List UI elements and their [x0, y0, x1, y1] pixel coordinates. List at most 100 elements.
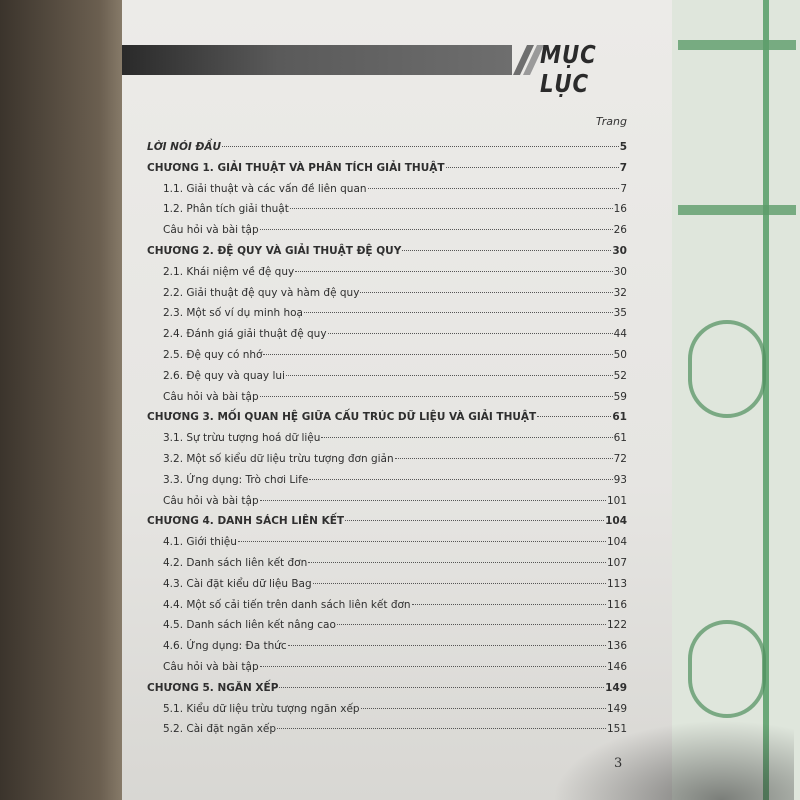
entry-page: 136 — [606, 640, 627, 653]
toc-section-entry: Câu hỏi và bài tập 26 — [147, 220, 627, 241]
entry-page: 30 — [613, 265, 627, 278]
page-column-label: Trang — [595, 115, 627, 128]
entry-title: 3.1. Sự trừu tượng hoá dữ liệu — [163, 432, 321, 445]
toc-chapter-entry: CHƯƠNG 2. ĐỆ QUY VÀ GIẢI THUẬT ĐỆ QUY 30 — [147, 241, 627, 262]
entry-title: 2.6. Đệ quy và quay lui — [163, 369, 285, 382]
entry-title: 5.2. Cài đặt ngăn xếp — [163, 723, 277, 736]
dot-leader — [360, 291, 613, 293]
dot-leader — [394, 457, 613, 459]
entry-page: 52 — [613, 369, 627, 382]
entry-page: 61 — [613, 432, 627, 445]
tablecloth-ornament — [688, 620, 766, 718]
dot-leader — [336, 624, 606, 626]
entry-title: 1.1. Giải thuật và các vấn đề liên quan — [163, 182, 367, 195]
toc-section-entry: 3.3. Ứng dụng: Trò chơi Life 93 — [147, 470, 627, 491]
entry-page: 61 — [612, 411, 627, 424]
entry-title: 4.3. Cài đặt kiểu dữ liệu Bag — [163, 577, 312, 590]
background-left — [0, 0, 125, 800]
dot-leader — [402, 249, 612, 251]
dot-leader — [367, 187, 620, 189]
page-title: MỤC LỤC — [540, 40, 597, 98]
dot-leader — [237, 541, 606, 543]
entry-page: 32 — [613, 286, 627, 299]
header-bar — [122, 45, 512, 75]
entry-page: 104 — [605, 515, 627, 528]
toc-section-entry: 2.2. Giải thuật đệ quy và hàm đệ quy 32 — [147, 283, 627, 304]
entry-page: 7 — [619, 161, 627, 174]
dot-leader — [309, 478, 613, 480]
dot-leader — [537, 416, 612, 418]
dot-leader — [279, 686, 605, 688]
toc-section-entry: 2.4. Đánh giá giải thuật đệ quy 44 — [147, 324, 627, 345]
toc-chapter-entry: CHƯƠNG 3. MỐI QUAN HỆ GIỮA CẤU TRÚC DỮ L… — [147, 407, 627, 428]
dot-leader — [289, 208, 613, 210]
entry-title: 4.2. Danh sách liên kết đơn — [163, 556, 308, 569]
entry-page: 149 — [606, 702, 627, 715]
entry-page: 35 — [613, 307, 627, 320]
entry-page: 149 — [605, 681, 627, 694]
dot-leader — [277, 728, 606, 730]
entry-title: 5.1. Kiểu dữ liệu trừu tượng ngăn xếp — [163, 702, 360, 715]
dot-leader — [259, 395, 613, 397]
dot-leader — [321, 437, 613, 439]
entry-page: 72 — [613, 452, 627, 465]
entry-page: 16 — [613, 203, 627, 216]
dot-leader — [411, 603, 606, 605]
dot-leader — [345, 520, 605, 522]
entry-title: Câu hỏi và bài tập — [163, 224, 259, 237]
entry-page: 26 — [613, 224, 627, 237]
dot-leader — [259, 665, 606, 667]
dot-leader — [295, 270, 613, 272]
toc-section-entry: 3.2. Một số kiểu dữ liệu trừu tượng đơn … — [147, 449, 627, 470]
table-of-contents: LỜI NÓI ĐẦU 5 CHƯƠNG 1. GIẢI THUẬT VÀ PHÂN… — [147, 137, 627, 740]
toc-section-entry: 4.2. Danh sách liên kết đơn 107 — [147, 553, 627, 574]
toc-section-entry: 4.4. Một số cải tiến trên danh sách liên… — [147, 595, 627, 616]
dot-leader — [308, 561, 606, 563]
toc-section-entry: 5.1. Kiểu dữ liệu trừu tượng ngăn xếp 149 — [147, 699, 627, 720]
entry-page: 116 — [606, 598, 627, 611]
dot-leader — [287, 645, 606, 647]
toc-section-entry: Câu hỏi và bài tập 59 — [147, 387, 627, 408]
tablecloth-band — [763, 0, 769, 800]
entry-title: LỜI NÓI ĐẦU — [147, 141, 221, 153]
entry-page: 122 — [606, 619, 627, 632]
tablecloth-stripe — [678, 205, 796, 215]
toc-section-entry: 4.3. Cài đặt kiểu dữ liệu Bag 113 — [147, 574, 627, 595]
toc-section-entry: 2.1. Khái niệm về đệ quy 30 — [147, 262, 627, 283]
toc-section-entry: 2.3. Một số ví dụ minh hoạ 35 — [147, 303, 627, 324]
toc-section-entry: 1.2. Phân tích giải thuật 16 — [147, 199, 627, 220]
entry-title: 2.3. Một số ví dụ minh hoạ — [163, 307, 303, 320]
entry-title: 4.1. Giới thiệu — [163, 536, 237, 549]
toc-section-entry: 2.6. Đệ quy và quay lui 52 — [147, 366, 627, 387]
tablecloth-background — [668, 0, 800, 800]
entry-page: 93 — [613, 473, 627, 486]
entry-title: Câu hỏi và bài tập — [163, 390, 259, 403]
entry-page: 107 — [606, 556, 627, 569]
toc-chapter-entry: CHƯƠNG 4. DANH SÁCH LIÊN KẾT 104 — [147, 511, 627, 532]
toc-section-entry: 1.1. Giải thuật và các vấn đề liên quan 7 — [147, 179, 627, 200]
tablecloth-stripe — [678, 40, 796, 50]
entry-title: Câu hỏi và bài tập — [163, 494, 259, 507]
entry-title: 2.1. Khái niệm về đệ quy — [163, 265, 295, 278]
toc-section-entry: 4.6. Ứng dụng: Đa thức 136 — [147, 636, 627, 657]
entry-page: 7 — [620, 182, 627, 195]
dot-leader — [285, 374, 613, 376]
entry-title: CHƯƠNG 5. NGĂN XẾP — [147, 681, 279, 694]
book-page: MỤC LỤC Trang LỜI NÓI ĐẦU 5 CHƯƠNG 1. GIẢI… — [122, 0, 794, 800]
entry-page: 113 — [606, 577, 627, 590]
toc-chapter-entry: CHƯƠNG 5. NGĂN XẾP 149 — [147, 678, 627, 699]
entry-page: 44 — [613, 328, 627, 341]
dot-leader — [259, 499, 606, 501]
entry-page: 5 — [619, 141, 627, 153]
entry-title: CHƯƠNG 3. MỐI QUAN HỆ GIỮA CẤU TRÚC DỮ L… — [147, 411, 537, 424]
entry-page: 30 — [612, 244, 627, 257]
dot-leader — [259, 229, 613, 231]
entry-page: 101 — [606, 494, 627, 507]
toc-chapter-entry: LỜI NÓI ĐẦU 5 — [147, 137, 627, 158]
toc-chapter-entry: CHƯƠNG 1. GIẢI THUẬT VÀ PHÂN TÍCH GIẢI T… — [147, 158, 627, 179]
toc-section-entry: 2.5. Đệ quy có nhớ 50 — [147, 345, 627, 366]
entry-title: 4.6. Ứng dụng: Đa thức — [163, 640, 287, 653]
toc-section-entry: 3.1. Sự trừu tượng hoá dữ liệu 61 — [147, 428, 627, 449]
entry-title: 3.3. Ứng dụng: Trò chơi Life — [163, 473, 309, 486]
entry-title: CHƯƠNG 4. DANH SÁCH LIÊN KẾT — [147, 515, 345, 528]
